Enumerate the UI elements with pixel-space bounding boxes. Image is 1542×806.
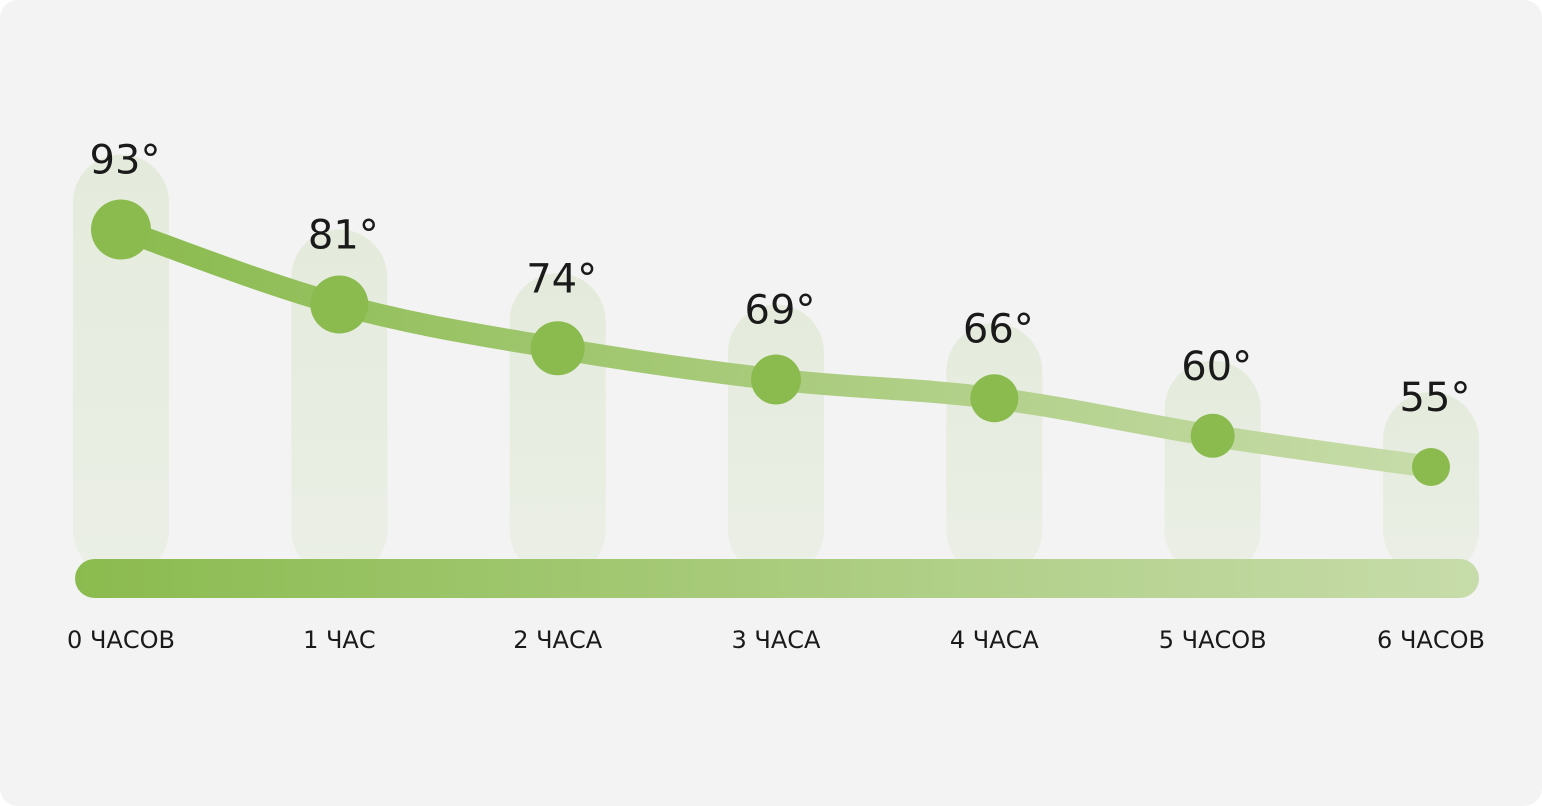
data-point	[91, 199, 151, 260]
data-point	[970, 374, 1019, 423]
data-label: 60°	[1181, 344, 1252, 390]
x-tick-label: 3 ЧАСА	[732, 626, 822, 654]
data-label: 55°	[1400, 375, 1471, 421]
data-point	[751, 354, 801, 405]
data-point	[1412, 448, 1450, 486]
data-label: 66°	[963, 306, 1034, 352]
data-label: 93°	[90, 138, 161, 184]
data-label: 81°	[308, 213, 379, 259]
data-point	[310, 275, 369, 334]
data-label: 74°	[526, 256, 597, 302]
background-column	[946, 323, 1043, 578]
x-tick-label: 0 ЧАСОВ	[67, 626, 175, 654]
x-tick-label: 1 ЧАС	[303, 626, 376, 654]
x-tick-label: 5 ЧАСОВ	[1159, 626, 1267, 654]
background-column	[1164, 360, 1261, 578]
data-point	[1190, 413, 1235, 458]
data-label: 69°	[745, 288, 816, 334]
data-point	[530, 321, 585, 376]
x-tick-label: 6 ЧАСОВ	[1377, 626, 1485, 654]
baseline-bar	[75, 559, 1479, 598]
background-column	[73, 154, 169, 578]
x-tick-label: 4 ЧАСА	[950, 626, 1040, 654]
x-tick-label: 2 ЧАСА	[513, 626, 603, 654]
background-column	[728, 304, 824, 578]
background-column	[509, 273, 606, 578]
